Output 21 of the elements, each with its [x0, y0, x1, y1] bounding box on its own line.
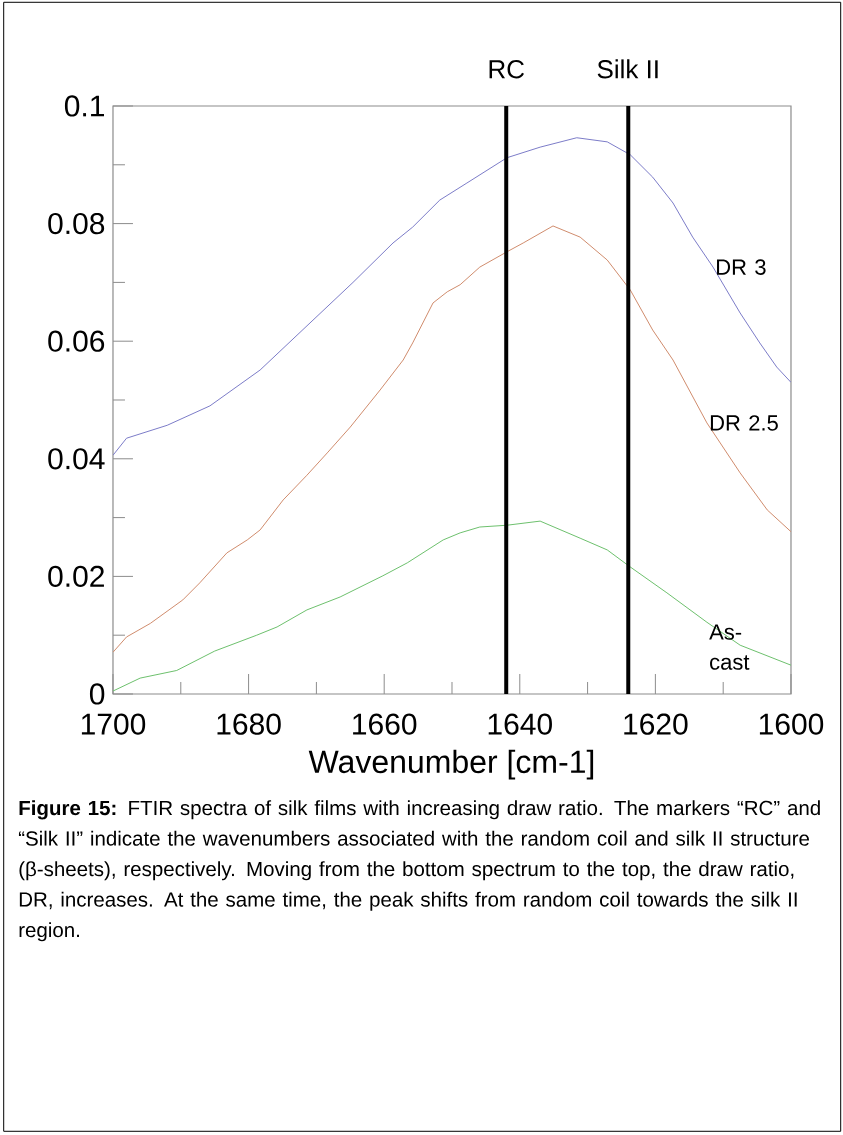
- x-tick-label: 1700: [81, 713, 146, 735]
- x-tick-label: 1680: [217, 713, 281, 735]
- series-label: DR 2.5: [710, 415, 778, 431]
- x-tick-label: 1600: [759, 713, 824, 735]
- text: Figure 15: FTIR spectra of silk films with increasing draw ratio. The markers “RC” and “Silk II” indicate the wavenumbers associated with the random coil and silk II structure (β-sheets), respectively. Moving from the bottom spectrum to the top, the draw ratio, DR, increases. At the same time, the peak shifts from random coil towards the silk II region.: [18, 800, 820, 942]
- x-tick-label: 1660: [353, 713, 417, 735]
- ref-line-label: Silk II: [597, 59, 658, 79]
- ref-line-label: RC: [489, 60, 525, 79]
- y-tick-label: 0.06: [48, 330, 105, 352]
- series-label: As-cast: [709, 624, 750, 670]
- y-tick-label: 0: [89, 683, 105, 705]
- y-tick-label: 0.04: [48, 448, 105, 470]
- y-tick-label: 0.1: [64, 95, 104, 117]
- x-axis-title: Wavenumber [cm-1]: [308, 749, 594, 780]
- line-series: [112, 137, 791, 456]
- series-label: DR 3: [717, 259, 766, 275]
- y-tick-label: 0.02: [48, 565, 104, 588]
- y-tick-label: 0.08: [48, 212, 105, 235]
- line-series: [112, 225, 791, 653]
- x-tick-label: 1620: [624, 713, 688, 735]
- x-tick-label: 1640: [488, 713, 552, 735]
